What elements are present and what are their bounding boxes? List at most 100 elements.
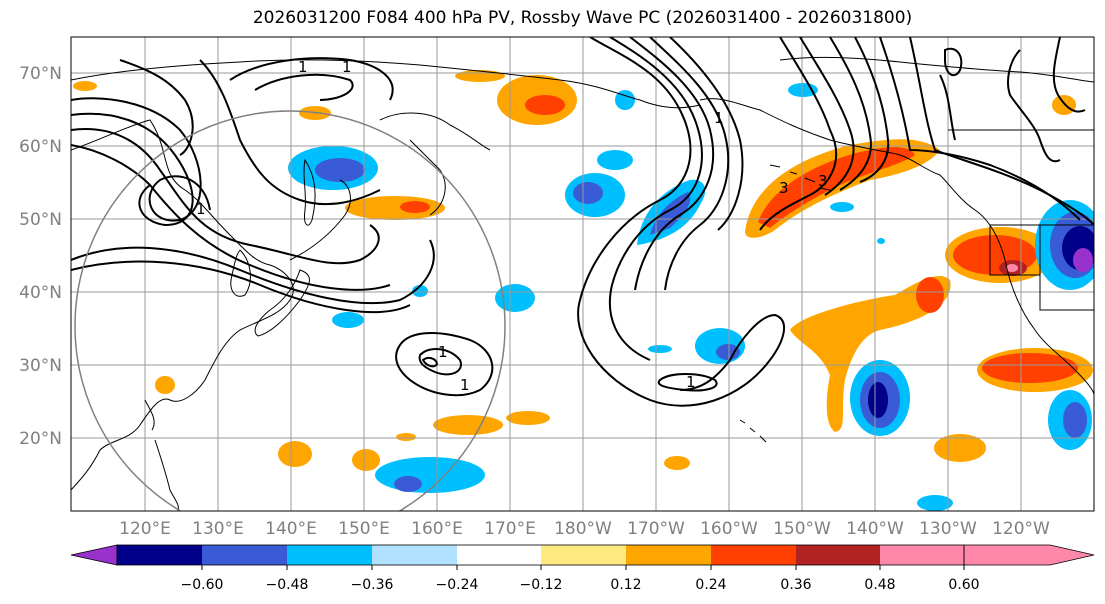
contour-label: 1 xyxy=(714,109,724,127)
positive-anomaly xyxy=(455,70,505,82)
positive-anomaly xyxy=(155,376,175,394)
longitude-axis: 120°E 130°E 140°E 150°E 160°E 170°E 180°… xyxy=(119,519,1050,539)
negative-anomaly xyxy=(495,284,535,312)
colorbar-tick-label: −0.48 xyxy=(266,577,309,593)
lon-label: 120°W xyxy=(992,519,1050,539)
colorbar-tick-label: 0.60 xyxy=(948,577,979,593)
positive-anomaly xyxy=(525,95,565,115)
lat-label: 20°N xyxy=(19,429,62,449)
philippines-coast xyxy=(144,399,179,511)
contour-label: 3 xyxy=(818,172,828,190)
positive-anomaly xyxy=(790,275,951,432)
negative-anomaly xyxy=(1073,248,1093,272)
positive-anomaly xyxy=(982,353,1078,383)
lon-label: 130°E xyxy=(192,519,244,539)
contour-label: 1 xyxy=(460,376,470,394)
kamchatka-coast xyxy=(379,112,491,216)
map-panel: 1 1 1 1 1 1 1 3 3 xyxy=(70,36,1095,512)
positive-anomaly xyxy=(1006,264,1018,272)
negative-anomaly xyxy=(332,312,364,328)
colorbar-tick-label: −0.12 xyxy=(520,577,563,593)
sakhalin-coast xyxy=(303,158,316,226)
colorbar-segment xyxy=(541,545,626,565)
negative-anomaly xyxy=(412,285,428,297)
lat-label: 70°N xyxy=(19,64,62,84)
lon-label: 120°E xyxy=(119,519,171,539)
positive-anomaly xyxy=(345,196,445,220)
us-state-borders xyxy=(948,129,1094,311)
japan-coast xyxy=(254,179,351,337)
rossby-contours xyxy=(71,37,1094,407)
negative-anomaly xyxy=(716,344,740,360)
lon-label: 170°E xyxy=(484,519,536,539)
positive-anomaly xyxy=(506,411,550,425)
lon-label: 160°E xyxy=(411,519,463,539)
contour-label: 1 xyxy=(342,58,352,76)
contour-label: 1 xyxy=(196,200,206,218)
contour-label-group: 1 1 1 1 1 1 1 3 3 xyxy=(196,58,828,394)
pv-anomaly-fills xyxy=(73,70,1094,511)
negative-anomaly xyxy=(394,476,422,492)
negative-anomaly xyxy=(573,182,603,204)
positive-anomaly xyxy=(758,147,915,228)
colorbar-tick-label: −0.36 xyxy=(351,577,394,593)
negative-anomaly xyxy=(648,345,672,353)
contour-label: 1 xyxy=(298,58,308,76)
positive-anomaly xyxy=(278,441,312,467)
lon-label: 140°W xyxy=(846,519,904,539)
lon-label: 130°W xyxy=(919,519,977,539)
lon-label: 180°W xyxy=(554,519,612,539)
lon-label: 160°W xyxy=(700,519,758,539)
analysis-region-circle xyxy=(74,110,506,511)
colorbar-tick-label: 0.36 xyxy=(780,577,811,593)
siberia-coast xyxy=(71,59,701,109)
negative-anomaly xyxy=(1063,402,1087,438)
alaska-coast xyxy=(699,98,1094,396)
positive-anomaly xyxy=(73,81,97,91)
lat-label: 50°N xyxy=(19,210,62,230)
colorbar-tick-label: 0.12 xyxy=(610,577,641,593)
lon-label: 170°W xyxy=(627,519,685,539)
map-frame xyxy=(70,36,1095,512)
colorbar-min-extend xyxy=(70,544,118,566)
positive-anomaly xyxy=(1052,95,1076,115)
positive-anomaly xyxy=(352,449,380,471)
plot-title: 2026031200 F084 400 hPa PV, Rossby Wave … xyxy=(252,8,913,28)
coastlines xyxy=(71,56,1094,511)
lat-label: 60°N xyxy=(19,137,62,157)
contour-label: 3 xyxy=(779,179,789,197)
colorbar-segment xyxy=(202,545,287,565)
hawaii-islands xyxy=(739,419,767,443)
positive-anomaly xyxy=(664,456,690,470)
negative-anomaly xyxy=(615,90,635,110)
lon-label: 140°E xyxy=(265,519,317,539)
negative-anomaly xyxy=(597,150,633,170)
colorbar-segment xyxy=(796,545,880,565)
positive-anomaly xyxy=(433,415,503,435)
colorbar-tick-label: 0.48 xyxy=(864,577,895,593)
colorbar-tick-label: −0.24 xyxy=(436,577,479,593)
colorbar-tick-label: 0.24 xyxy=(695,577,726,593)
contour-label: 1 xyxy=(438,343,448,361)
canada-coast xyxy=(779,56,1094,83)
colorbar-segment xyxy=(287,545,372,565)
colorbar: −0.60 −0.48 −0.36 −0.24 −0.12 0.12 0.24 … xyxy=(70,544,1095,593)
negative-anomaly xyxy=(868,382,888,418)
negative-anomaly xyxy=(877,238,885,244)
colorbar-segment xyxy=(457,545,541,565)
colorbar-segment xyxy=(711,545,796,565)
positive-anomaly xyxy=(916,277,944,313)
colorbar-segment xyxy=(626,545,711,565)
positive-anomaly xyxy=(934,434,986,462)
latitude-axis: 70°N 60°N 50°N 40°N 30°N 20°N xyxy=(19,64,62,449)
negative-anomaly xyxy=(830,202,854,212)
lat-label: 40°N xyxy=(19,283,62,303)
lon-label: 150°E xyxy=(338,519,390,539)
asia-coast xyxy=(71,119,294,491)
colorbar-segment xyxy=(880,545,964,565)
negative-anomaly xyxy=(315,158,365,182)
colorbar-max-extend xyxy=(963,544,1095,566)
lat-label: 30°N xyxy=(19,356,62,376)
aleutian-islands xyxy=(769,164,831,191)
colorbar-tick-label: −0.60 xyxy=(181,577,224,593)
